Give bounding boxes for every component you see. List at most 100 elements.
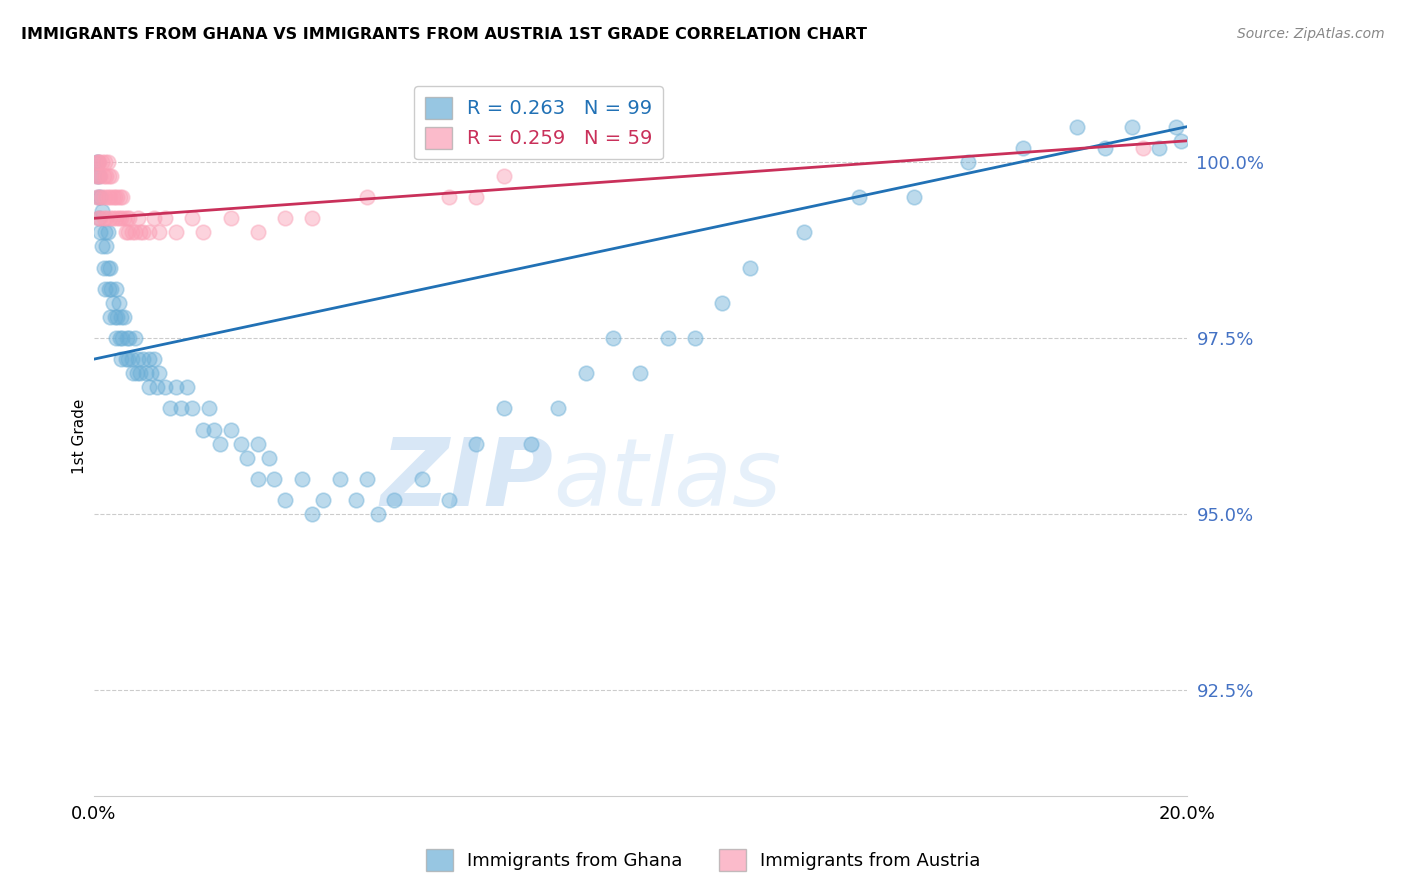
- Point: [89, 169, 111, 183]
- Point: [193, 423, 215, 437]
- Point: [124, 331, 146, 345]
- Point: [153, 211, 176, 226]
- Point: [148, 226, 170, 240]
- Point: [138, 380, 160, 394]
- Point: [903, 190, 925, 204]
- Point: [202, 423, 225, 437]
- Point: [97, 260, 120, 275]
- Point: [89, 226, 111, 240]
- Point: [1170, 134, 1192, 148]
- Point: [111, 331, 134, 345]
- Point: [437, 493, 460, 508]
- Point: [98, 190, 121, 204]
- Point: [367, 507, 389, 521]
- Point: [1066, 120, 1088, 134]
- Point: [94, 282, 117, 296]
- Point: [105, 190, 128, 204]
- Point: [94, 155, 117, 169]
- Point: [87, 169, 110, 183]
- Point: [492, 401, 515, 416]
- Point: [547, 401, 569, 416]
- Point: [108, 190, 131, 204]
- Point: [111, 190, 134, 204]
- Point: [356, 190, 378, 204]
- Point: [1149, 141, 1171, 155]
- Point: [104, 190, 127, 204]
- Point: [89, 190, 111, 204]
- Point: [91, 204, 114, 219]
- Point: [602, 331, 624, 345]
- Point: [97, 155, 120, 169]
- Point: [122, 366, 145, 380]
- Point: [89, 211, 111, 226]
- Point: [117, 352, 139, 367]
- Point: [100, 282, 122, 296]
- Point: [344, 493, 367, 508]
- Point: [115, 211, 138, 226]
- Point: [94, 239, 117, 253]
- Point: [356, 472, 378, 486]
- Point: [246, 436, 269, 450]
- Point: [132, 226, 155, 240]
- Point: [329, 472, 352, 486]
- Point: [143, 211, 166, 226]
- Text: IMMIGRANTS FROM GHANA VS IMMIGRANTS FROM AUSTRIA 1ST GRADE CORRELATION CHART: IMMIGRANTS FROM GHANA VS IMMIGRANTS FROM…: [21, 27, 868, 42]
- Point: [257, 450, 280, 465]
- Point: [492, 169, 515, 183]
- Point: [104, 310, 127, 324]
- Point: [141, 366, 163, 380]
- Point: [114, 226, 136, 240]
- Point: [127, 352, 149, 367]
- Point: [193, 226, 215, 240]
- Point: [208, 436, 231, 450]
- Point: [121, 352, 143, 367]
- Point: [246, 226, 269, 240]
- Point: [94, 169, 117, 183]
- Point: [101, 190, 124, 204]
- Point: [145, 380, 167, 394]
- Point: [301, 211, 323, 226]
- Point: [94, 226, 117, 240]
- Point: [197, 401, 219, 416]
- Point: [112, 211, 135, 226]
- Point: [176, 380, 198, 394]
- Point: [101, 211, 124, 226]
- Point: [89, 169, 111, 183]
- Point: [465, 436, 488, 450]
- Point: [290, 472, 312, 486]
- Point: [628, 366, 651, 380]
- Point: [118, 331, 141, 345]
- Point: [246, 472, 269, 486]
- Point: [1094, 141, 1116, 155]
- Point: [219, 211, 242, 226]
- Point: [98, 260, 121, 275]
- Point: [274, 211, 297, 226]
- Point: [301, 507, 323, 521]
- Point: [1164, 120, 1187, 134]
- Point: [125, 366, 148, 380]
- Point: [181, 211, 204, 226]
- Text: ZIP: ZIP: [380, 434, 553, 525]
- Point: [115, 331, 138, 345]
- Point: [138, 352, 160, 367]
- Point: [129, 366, 152, 380]
- Point: [738, 260, 761, 275]
- Point: [87, 211, 110, 226]
- Point: [101, 295, 124, 310]
- Legend: Immigrants from Ghana, Immigrants from Austria: Immigrants from Ghana, Immigrants from A…: [419, 842, 987, 879]
- Point: [1132, 141, 1154, 155]
- Point: [117, 226, 139, 240]
- Point: [165, 380, 187, 394]
- Point: [93, 260, 115, 275]
- Point: [112, 310, 135, 324]
- Point: [107, 211, 129, 226]
- Point: [110, 310, 132, 324]
- Point: [135, 366, 157, 380]
- Point: [89, 190, 111, 204]
- Point: [170, 401, 193, 416]
- Point: [124, 226, 146, 240]
- Point: [231, 436, 253, 450]
- Point: [108, 331, 131, 345]
- Point: [100, 169, 122, 183]
- Point: [94, 190, 117, 204]
